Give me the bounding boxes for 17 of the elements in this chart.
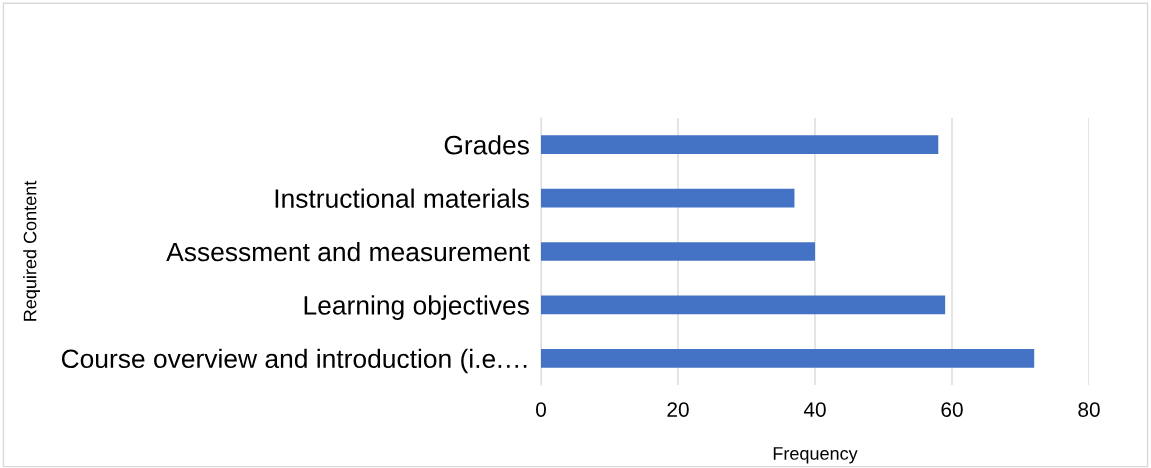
y-tick-label: Instructional materials — [275, 188, 529, 208]
x-tick-label: 0 — [536, 402, 546, 417]
y-tick-label: Grades — [444, 135, 529, 155]
x-axis-title: Frequency — [773, 447, 858, 464]
bar — [541, 295, 946, 315]
x-tick-label: 80 — [1078, 402, 1100, 417]
x-tick-label: 40 — [803, 402, 826, 417]
bar — [541, 348, 1035, 368]
x-tick-label: 20 — [667, 402, 689, 417]
bar — [541, 135, 939, 155]
x-tick-label: 60 — [941, 402, 963, 417]
bar — [541, 188, 795, 208]
y-tick-label: Course overview and introduction (i.e.… — [61, 348, 527, 374]
bar — [541, 242, 815, 261]
y-axis-title: Required Content — [23, 180, 40, 321]
y-tick-label: Learning objectives — [304, 295, 529, 320]
y-tick-label: Assessment and measurement — [166, 241, 530, 262]
